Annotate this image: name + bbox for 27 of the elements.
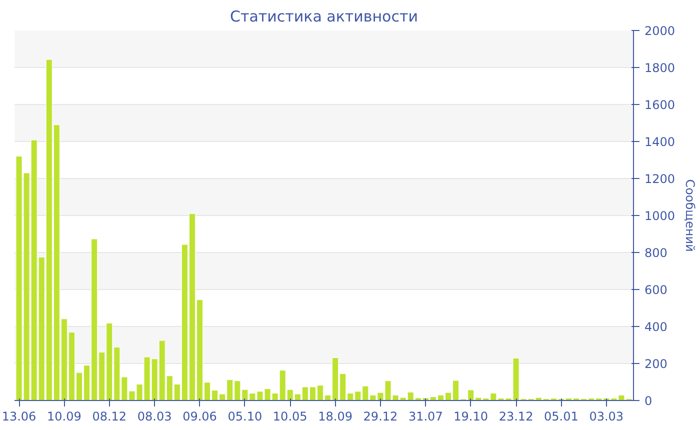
x-tick-label: 18.09 [318, 410, 352, 424]
x-tick-label: 05.01 [544, 410, 578, 424]
x-tick-label: 29.12 [363, 410, 398, 424]
x-tick-label: 23.12 [498, 410, 534, 424]
y-tick-label: 200 [644, 357, 668, 371]
y-tick-label: 0 [644, 394, 652, 408]
x-tick-label: 09.06 [182, 410, 217, 424]
x-tick-label: 03.03 [589, 410, 624, 424]
x-tick-label: 31.07 [408, 410, 443, 424]
y-tick-label: 2000 [644, 24, 676, 38]
x-tick-label: 19.10 [454, 410, 488, 424]
x-tick-label: 05.10 [228, 410, 262, 424]
x-tick-label: 13.06 [2, 410, 36, 424]
chart-title: Статистика активности [230, 8, 418, 26]
x-tick-label: 10.05 [272, 410, 308, 424]
y-tick-label: 1000 [644, 209, 676, 223]
x-tick-label: 08.12 [92, 410, 127, 424]
y-tick-label: 600 [644, 283, 668, 297]
x-tick-label: 10.09 [47, 410, 82, 424]
y-tick-label: 1800 [644, 61, 676, 75]
x-tick-label: 08.03 [137, 410, 172, 424]
y-tick-label: 800 [644, 246, 668, 260]
y-tick-label: 400 [644, 320, 668, 334]
y-tick-label: 1600 [644, 98, 676, 112]
y-tick-label: 1400 [644, 135, 676, 149]
y-tick-label: 1200 [644, 172, 676, 186]
y-axis-title: Сообщений [683, 179, 698, 252]
